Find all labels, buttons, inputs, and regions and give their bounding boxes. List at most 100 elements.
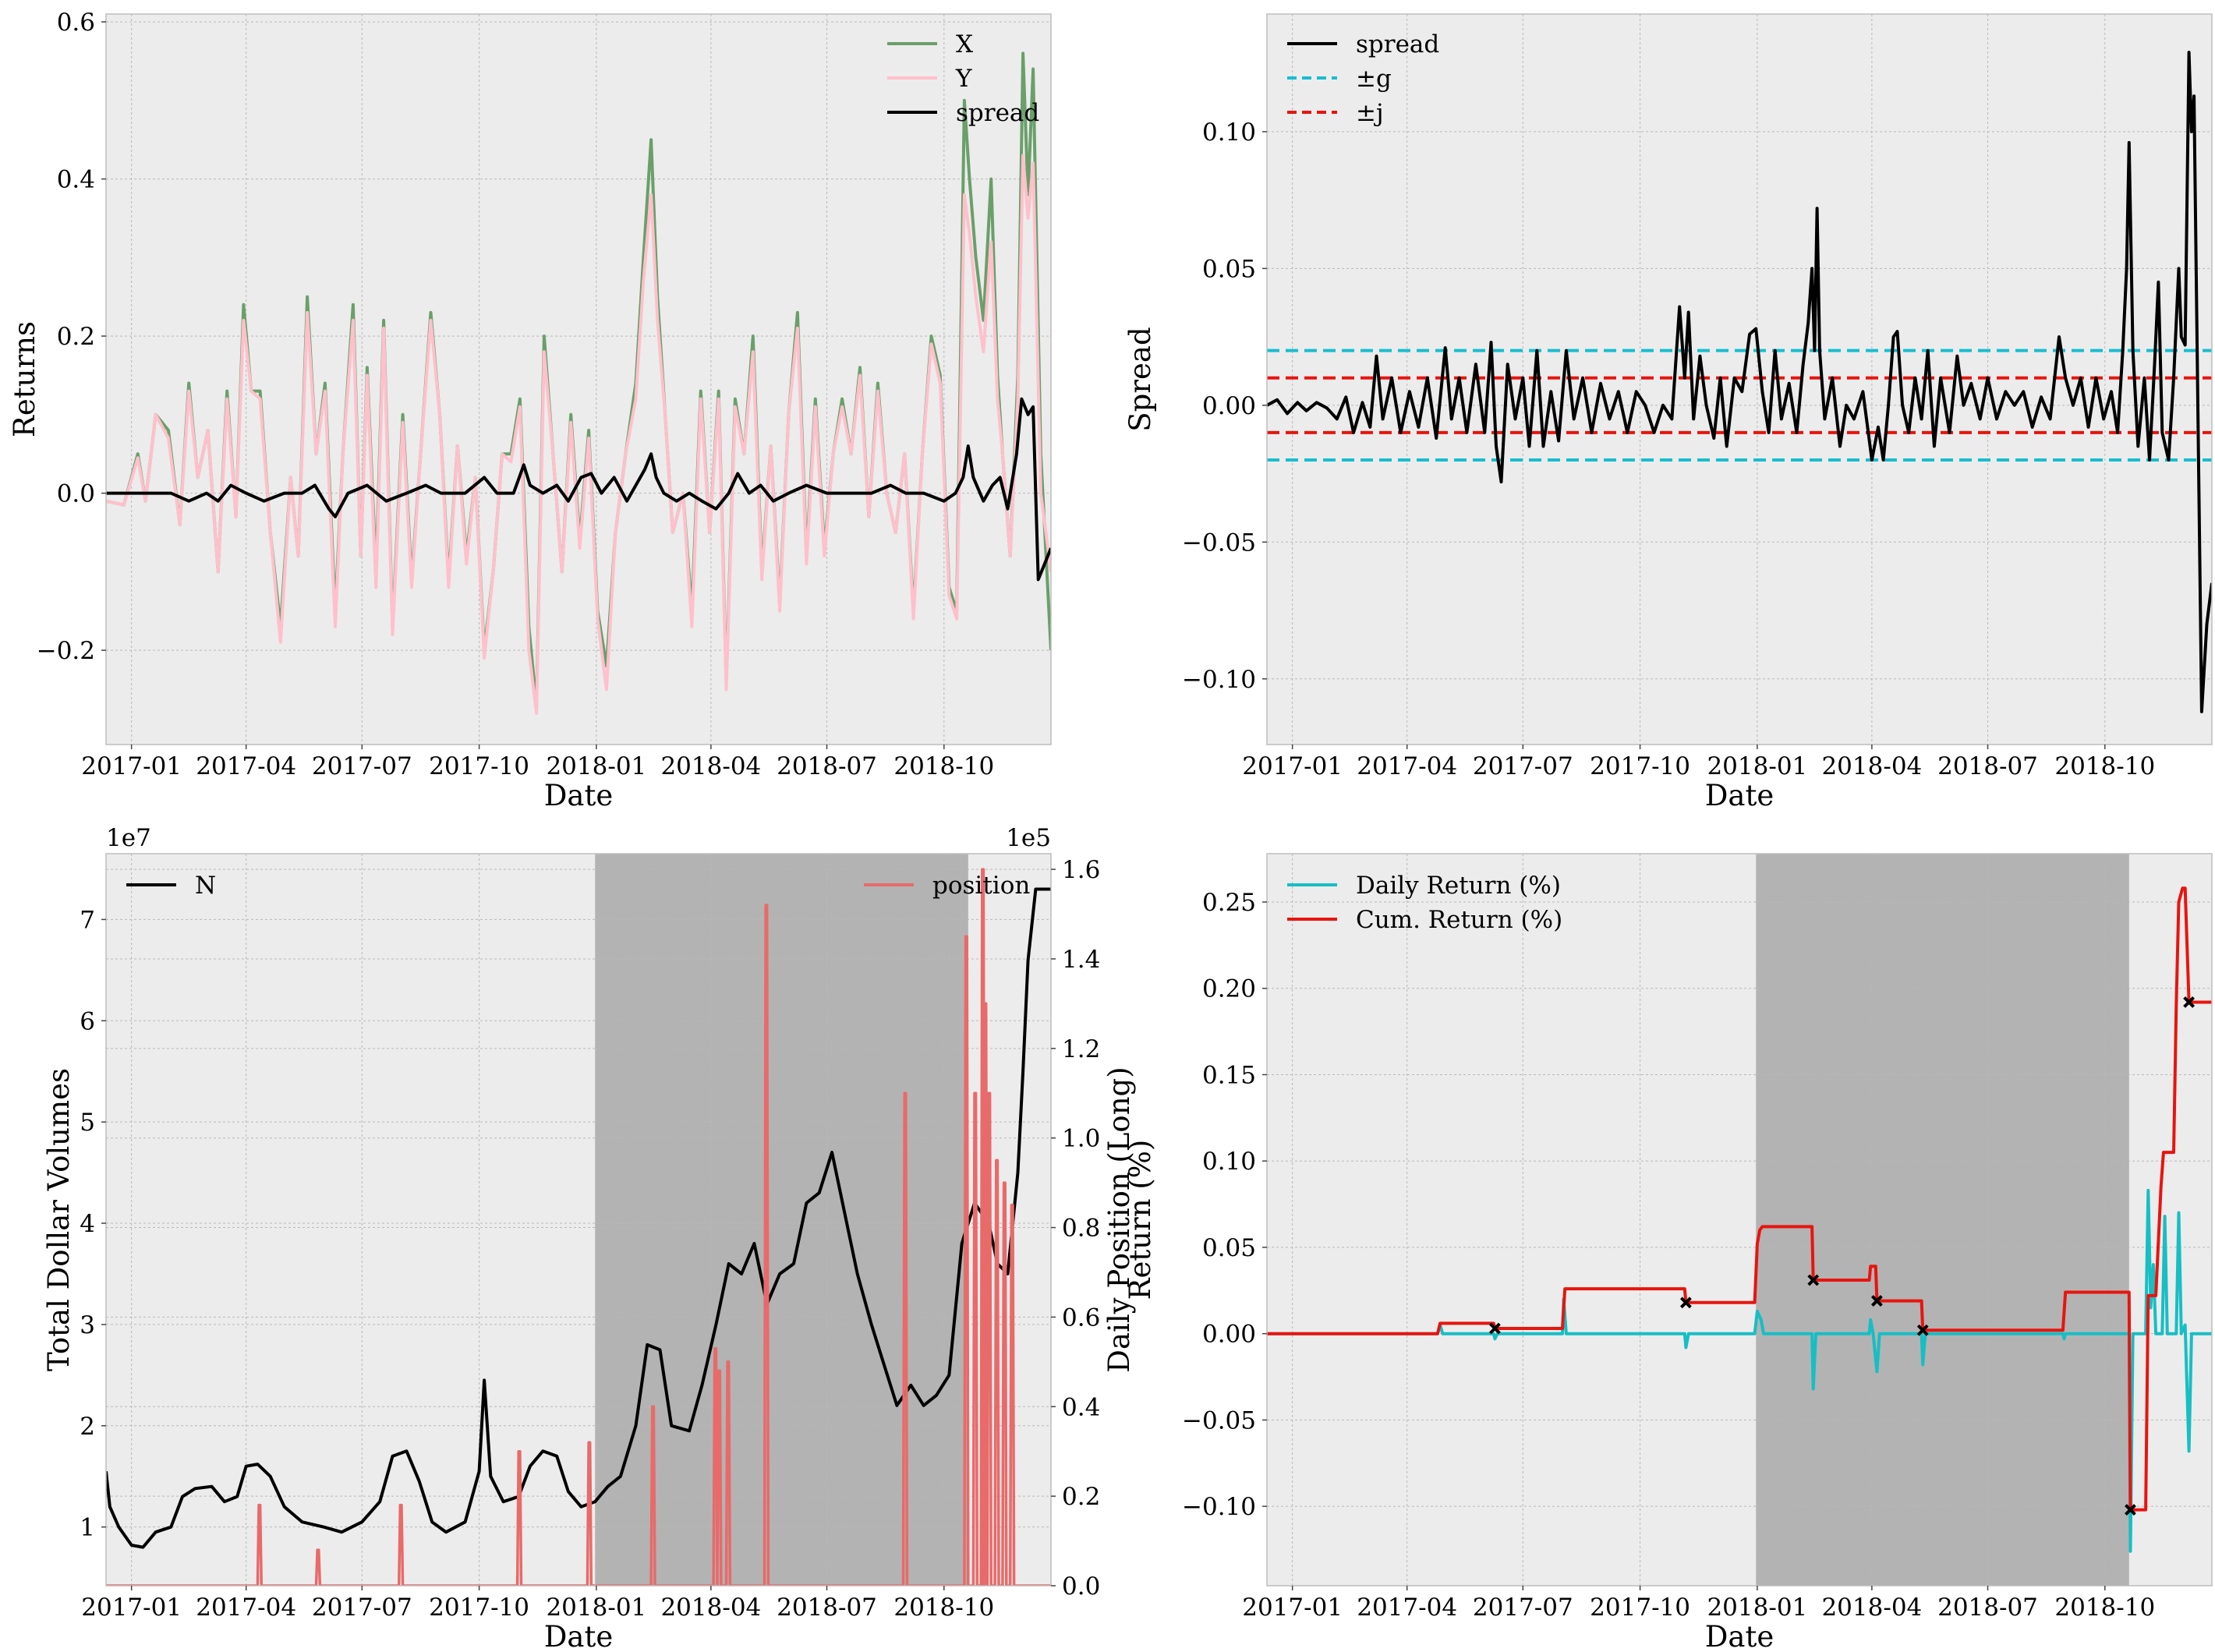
- y-tick-label: −0.05: [1182, 1406, 1256, 1434]
- plot-frame: [1266, 13, 2213, 745]
- chart-spread: 2017-01 2017-04 2017-07 2017-10 2018-01 2018-…: [1123, 13, 2213, 812]
- legend-label: X: [956, 30, 973, 58]
- plot-series: [106, 868, 1051, 1586]
- x-tick-label: 2017-01: [81, 752, 182, 780]
- y-tick-label: 1: [80, 1514, 95, 1542]
- y-tick-label: −0.10: [1182, 666, 1256, 694]
- legend: N: [126, 872, 216, 900]
- legend-label: ±j: [1356, 99, 1384, 127]
- y-tick-label: 0.10: [1202, 119, 1256, 147]
- legend: position: [864, 872, 1030, 900]
- x-tick-label: 2017-01: [1242, 752, 1343, 780]
- x-tick-label: 2017-04: [1357, 1594, 1457, 1622]
- plot-series: [106, 51, 1051, 715]
- y-tick-label: 0.15: [1202, 1061, 1256, 1089]
- legend-label: Cum. Return (%): [1356, 906, 1562, 934]
- x-axis-label: Date: [544, 779, 614, 812]
- y-tick-label: 7: [80, 906, 95, 934]
- legend-label: position: [932, 872, 1030, 900]
- x-tick-label: 2017-07: [312, 1594, 412, 1622]
- x-tick-label: 2018-07: [1937, 752, 2038, 780]
- x-tick-label: 2018-04: [1821, 752, 1922, 780]
- legend: spread ±g ±j: [1287, 30, 1439, 127]
- chart-volumes: 2017-01 2017-04 2017-07 2017-10 2018-01 2018-…: [42, 824, 1136, 1652]
- y-axis-label: Return (%): [1123, 1140, 1157, 1300]
- legend-label: spread: [956, 99, 1039, 127]
- chart-returns: 2017-01 2017-04 2017-07 2017-10 2018-01 2018-…: [8, 9, 1052, 812]
- x-tick-label: 2018-10: [2054, 752, 2155, 780]
- series-N: [106, 887, 1051, 1549]
- y-tick-label: 0.05: [1202, 1234, 1256, 1262]
- x-axis-label: Date: [1705, 779, 1774, 812]
- y-tick-label: 0.00: [1202, 392, 1256, 420]
- y2-tick-label: 0.4: [1062, 1393, 1100, 1421]
- series-spread: [1267, 51, 2212, 713]
- x-tick-label: 2017-10: [1590, 752, 1690, 780]
- exit-marker: [2125, 1504, 2136, 1516]
- y-tick-label: 0.25: [1202, 889, 1256, 917]
- x-tick-label: 2018-07: [777, 752, 877, 780]
- plot-frame: [105, 853, 1052, 1587]
- shaded-period: [1756, 854, 2129, 1586]
- x-tick-label: 2017-10: [429, 752, 529, 780]
- gridlines: [106, 14, 1051, 745]
- x-tick-label: 2017-07: [1473, 752, 1573, 780]
- x-tick-label: 2018-01: [1707, 1594, 1807, 1622]
- legend-label: spread: [1356, 30, 1439, 58]
- gridlines: [106, 854, 1051, 1587]
- plot-area: [106, 14, 1051, 745]
- y2-tick-label: 0.6: [1062, 1304, 1100, 1332]
- x-tick-label: 2018-10: [2054, 1594, 2155, 1622]
- exit-marker: [1488, 1322, 1501, 1335]
- plot-frame: [1266, 853, 2213, 1587]
- y-axis-label: Returns: [8, 321, 41, 437]
- x-tick-label: 2017-07: [1473, 1594, 1573, 1622]
- y-axis-label: Total Dollar Volumes: [42, 1068, 76, 1371]
- y-tick-label: 0.0: [57, 480, 95, 508]
- x-tick-label: 2017-04: [196, 1594, 296, 1622]
- chart-return_pct: 2017-01 2017-04 2017-07 2017-10 2018-01 2018-…: [1123, 853, 2213, 1652]
- y-tick-label: 5: [80, 1109, 95, 1137]
- x-tick-label: 2018-07: [1937, 1594, 2038, 1622]
- x-tick-label: 2018-04: [1821, 1594, 1922, 1622]
- x-tick-label: 2017-10: [429, 1594, 529, 1622]
- y-tick-label: 0.4: [57, 166, 95, 194]
- x-tick-label: 2018-01: [546, 1594, 646, 1622]
- legend-label: ±g: [1356, 65, 1392, 93]
- x-tick-label: 2017-04: [1357, 752, 1457, 780]
- x-tick-label: 2017-01: [81, 1594, 182, 1622]
- exit-marker: [2183, 996, 2196, 1008]
- y2-tick-label: 0.8: [1062, 1215, 1100, 1243]
- exit-marker: [1870, 1295, 1883, 1307]
- y-offset-label: 1e7: [106, 824, 151, 852]
- legend-label: Daily Return (%): [1356, 872, 1561, 900]
- x-axis-label: Date: [1705, 1620, 1774, 1652]
- y-tick-label: 4: [80, 1210, 95, 1238]
- exit-marker: [1916, 1324, 1929, 1336]
- y-tick-label: 6: [80, 1007, 95, 1035]
- x-tick-label: 2018-04: [660, 1594, 761, 1622]
- series-spread: [106, 397, 1051, 582]
- x-tick-label: 2017-10: [1590, 1594, 1690, 1622]
- x-tick-label: 2018-01: [546, 752, 646, 780]
- plot-frame: [105, 13, 1052, 745]
- y-tick-label: −0.05: [1182, 529, 1256, 557]
- exit-marker: [1679, 1296, 1692, 1309]
- legend-label: N: [195, 872, 216, 900]
- y2-offset-label: 1e5: [1006, 824, 1051, 852]
- y2-tick-label: 1.2: [1062, 1035, 1100, 1063]
- x-tick-label: 2017-07: [312, 752, 412, 780]
- y-tick-label: 3: [80, 1311, 95, 1339]
- legend-label: Y: [955, 65, 972, 93]
- x-tick-label: 2018-10: [893, 752, 994, 780]
- series-Y: [106, 154, 1051, 715]
- x-tick-label: 2017-04: [196, 752, 296, 780]
- gridlines: [1267, 854, 2212, 1586]
- x-axis-label: Date: [544, 1620, 614, 1652]
- x-tick-label: 2018-10: [893, 1594, 994, 1622]
- x-tick-label: 2018-07: [777, 1594, 877, 1622]
- plot-series: [1267, 51, 2212, 713]
- plot-series: [1267, 886, 2212, 1553]
- y2-tick-label: 0.0: [1062, 1572, 1100, 1601]
